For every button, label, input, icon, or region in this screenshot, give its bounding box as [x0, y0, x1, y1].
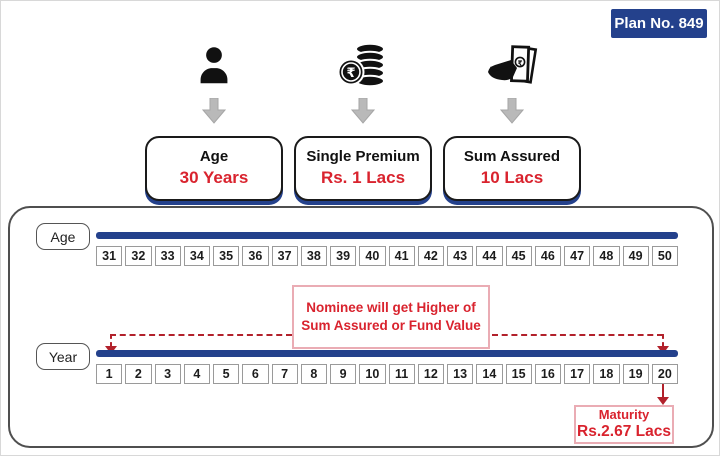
sum-assured-title: Sum Assured	[463, 148, 561, 165]
age-cell: 46	[534, 246, 561, 266]
year-cell: 16	[534, 364, 561, 384]
down-arrowhead-icon	[657, 397, 669, 405]
age-cell: 34	[183, 246, 210, 266]
age-cell: 32	[125, 246, 152, 266]
sum-assured-box: Sum Assured 10 Lacs	[443, 136, 581, 202]
age-cell: 40	[359, 246, 386, 266]
input-col-premium: ₹ Single Premium Rs. 1 Lacs	[294, 39, 432, 202]
maturity-value: Rs.2.67 Lacs	[577, 423, 671, 440]
year-cell: 8	[300, 364, 327, 384]
nominee-annotation-box: Nominee will get Higher of Sum Assured o…	[292, 285, 490, 349]
nominee-dashed-line-right	[492, 334, 663, 336]
year-cell: 17	[564, 364, 591, 384]
age-box: Age 30 Years	[145, 136, 283, 202]
nominee-annotation-line1: Nominee will get Higher of	[306, 299, 476, 315]
year-cell: 5	[213, 364, 240, 384]
year-cell: 9	[330, 364, 357, 384]
person-icon	[191, 39, 237, 93]
down-arrow-icon	[499, 97, 525, 129]
sum-assured-value: 10 Lacs	[480, 168, 544, 188]
year-cell: 15	[505, 364, 532, 384]
maturity-title: Maturity	[598, 407, 650, 423]
year-cell: 12	[417, 364, 444, 384]
year-cell: 1	[96, 364, 123, 384]
year-cell: 14	[476, 364, 503, 384]
nominee-dashed-drop-left	[110, 334, 112, 347]
maturity-connector-line	[662, 384, 664, 398]
age-cell: 33	[154, 246, 181, 266]
age-cell: 37	[271, 246, 298, 266]
year-cell: 18	[593, 364, 620, 384]
age-cell: 36	[242, 246, 269, 266]
year-cell: 2	[125, 364, 152, 384]
input-col-sum-assured: ₹ Sum Assured 10 Lacs	[443, 39, 581, 202]
age-cell: 39	[330, 246, 357, 266]
nominee-annotation-line2: Sum Assured or Fund Value	[301, 318, 481, 333]
inputs-row: Age 30 Years ₹	[145, 39, 581, 202]
year-cell: 7	[271, 364, 298, 384]
year-cell: 19	[622, 364, 649, 384]
age-cell: 47	[564, 246, 591, 266]
year-cell: 6	[242, 364, 269, 384]
year-cell: 4	[183, 364, 210, 384]
age-box-value: 30 Years	[179, 168, 249, 188]
age-cell: 48	[593, 246, 620, 266]
age-cell: 31	[96, 246, 123, 266]
single-premium-title: Single Premium	[306, 148, 420, 165]
age-cell: 42	[417, 246, 444, 266]
year-cell: 13	[447, 364, 474, 384]
svg-text:₹: ₹	[346, 66, 355, 81]
age-cell: 38	[300, 246, 327, 266]
year-cell: 20	[651, 364, 678, 384]
age-cell: 35	[213, 246, 240, 266]
age-box-title: Age	[199, 148, 229, 165]
age-cell: 41	[388, 246, 415, 266]
year-cell: 10	[359, 364, 386, 384]
year-cell: 3	[154, 364, 181, 384]
age-cells-row: 31 32 33 34 35 36 37 38 39 40 41 42 43 44 45 46 47 48 49 50	[96, 246, 678, 266]
maturity-box: Maturity Rs.2.67 Lacs	[574, 405, 674, 444]
nominee-dashed-drop-right	[662, 334, 664, 347]
age-cell: 43	[447, 246, 474, 266]
year-row-label: Year	[36, 343, 90, 370]
single-premium-value: Rs. 1 Lacs	[320, 168, 406, 188]
plan-number-badge: Plan No. 849	[611, 9, 707, 38]
age-timeline-bar	[96, 232, 678, 239]
timeline-panel: Age 31 32 33 34 35 36 37 38 39 40 41 42 43 44 45 46 47 48…	[8, 206, 714, 448]
hand-money-icon: ₹	[484, 39, 540, 93]
nominee-dashed-line-left	[110, 334, 292, 336]
input-col-age: Age 30 Years	[145, 39, 283, 202]
age-cell: 44	[476, 246, 503, 266]
year-cells-row: 1 2 3 4 5 6 7 8 9 10 11 12 13 14 15 16 17 18 19 20	[96, 364, 678, 384]
age-row-label: Age	[36, 223, 90, 250]
rupee-coins-icon: ₹	[337, 39, 389, 93]
year-timeline-bar	[96, 350, 678, 357]
down-arrow-icon	[350, 97, 376, 129]
age-cell: 45	[505, 246, 532, 266]
svg-text:₹: ₹	[518, 60, 523, 68]
year-cell: 11	[388, 364, 415, 384]
down-arrow-icon	[201, 97, 227, 129]
single-premium-box: Single Premium Rs. 1 Lacs	[294, 136, 432, 202]
age-cell: 49	[622, 246, 649, 266]
age-cell: 50	[651, 246, 678, 266]
